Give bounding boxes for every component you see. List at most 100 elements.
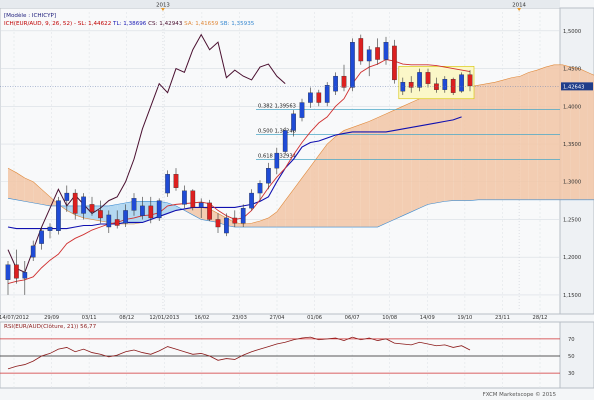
x-tick-label: 10/08 [382,315,397,321]
cloud-segment [436,91,445,203]
cloud-segment [335,130,344,228]
cloud-segment [268,211,277,228]
ichimoku-cloud [7,64,594,228]
kijun-sen-line [7,116,462,230]
y-tick-label: 1,3000 [563,180,581,186]
cloud-segment [33,181,42,205]
candle-body [30,245,36,258]
cloud-segment [260,217,269,228]
legend-entry: SA: 1,41659 [182,21,218,27]
candle-body [106,214,112,228]
model-label: [Modèle : ICHICYP] [4,12,56,19]
cloud-segment [310,155,319,228]
rsi-line [7,336,471,370]
x-tick-label: 08/12 [119,315,134,321]
cloud-segment [486,82,496,200]
candle-body [114,219,120,226]
year-marker [160,8,165,11]
cloud-segment [318,144,328,228]
candle-body [232,217,238,224]
candle-body [182,190,187,205]
x-tick-label: 06/07 [345,315,360,321]
cloud-segment [251,220,260,228]
candle-body [333,75,338,92]
candle-body [408,82,414,88]
cloud-segment [352,124,361,228]
cloud-segment [192,207,202,220]
cloud-segment [570,67,580,200]
rsi-lines: 70 50 30 [0,336,575,377]
candle-body [366,49,372,62]
cloud-segment [377,113,386,228]
legend-entry: ICH(EUR/AUD, 9, 26, 52) - [4,21,76,27]
cloud-segment [402,102,412,216]
candle-body [417,72,422,88]
cloud-segment [411,98,420,212]
candle-body [282,130,288,152]
cloud-segment [293,177,302,228]
rsi-title: RSI(EUR/AUD(Clôture, 21)) 56,77 [4,323,97,330]
candle-body [467,74,473,87]
rsi-axis [559,321,594,389]
cloud-segment [554,64,563,200]
x-tick-label: 12/01/2013 [149,315,179,321]
cloud-segment [512,76,521,200]
legend-entry: SB: 1,35935 [218,21,254,27]
y-tick-label: 1,2500 [563,217,581,223]
cloud-segment [461,86,470,201]
candle-body [5,264,11,280]
candle-body [392,45,397,81]
cloud-segment [503,77,512,200]
candle-body [64,192,70,201]
candle-body [291,113,296,131]
rsi-tick-label: 50 [568,354,575,360]
footer-copyright: FXCM Marketscope © 2015 [483,391,556,398]
current-price-marker: 1,42643 [0,82,593,91]
x-tick-label: 16/02 [194,315,209,321]
cloud-segment [419,95,428,209]
cloud-segment [520,72,529,200]
candle-body [39,230,44,244]
candle-body [173,174,179,188]
cloud-segment [344,127,353,228]
y-tick-label: 1,1500 [563,293,581,299]
year-label: 2013 [156,3,170,9]
candle-body [358,38,364,62]
candle-body [131,198,137,211]
candle-body [375,47,380,60]
cloud-segment [8,168,17,200]
y-tick-label: 1,5000 [563,29,581,35]
cloud-segment [495,79,504,200]
fib-label: 0,500 1,36248 [258,129,296,135]
legend-entry: TL: 1,38696 [111,21,147,27]
candlesticks [5,34,473,295]
rsi-tick-label: 30 [568,371,575,377]
candle-body [22,272,28,279]
cloud-segment [327,136,336,228]
axis-labels: 1,5000 1,4500 1,4000 1,3500 1,3000 1,2500 1,20… [0,3,581,322]
candle-body [81,196,86,214]
cloud-segment [276,200,286,228]
indicator-legend: ICH(EUR/AUD, 9, 26, 52) - SL: 1,44622 TL… [4,21,255,27]
fib-label: 0,382 1,39563 [258,104,296,110]
y-tick-label: 1,2000 [563,255,581,261]
x-tick-label: 01/06 [307,315,322,321]
cloud-segment [587,72,594,200]
cloud-segment [545,64,554,200]
cloud-segment [478,83,487,200]
cloud-segment [537,67,546,200]
x-tick-label: 19/10 [457,315,472,321]
x-tick-label: 14/09 [420,315,435,321]
candle-body [308,92,313,103]
candle-body [459,74,464,92]
cloud-segment [369,117,378,228]
candle-body [148,205,154,219]
cloud-segment [453,88,462,201]
candle-body [425,72,431,84]
candle-body [72,192,78,214]
candle-body [299,102,305,118]
x-tick-label: 23/03 [232,315,247,321]
candle-body [240,208,246,224]
current-price-box [561,82,593,91]
legend-entry: CS: 1,42943 [146,21,182,27]
